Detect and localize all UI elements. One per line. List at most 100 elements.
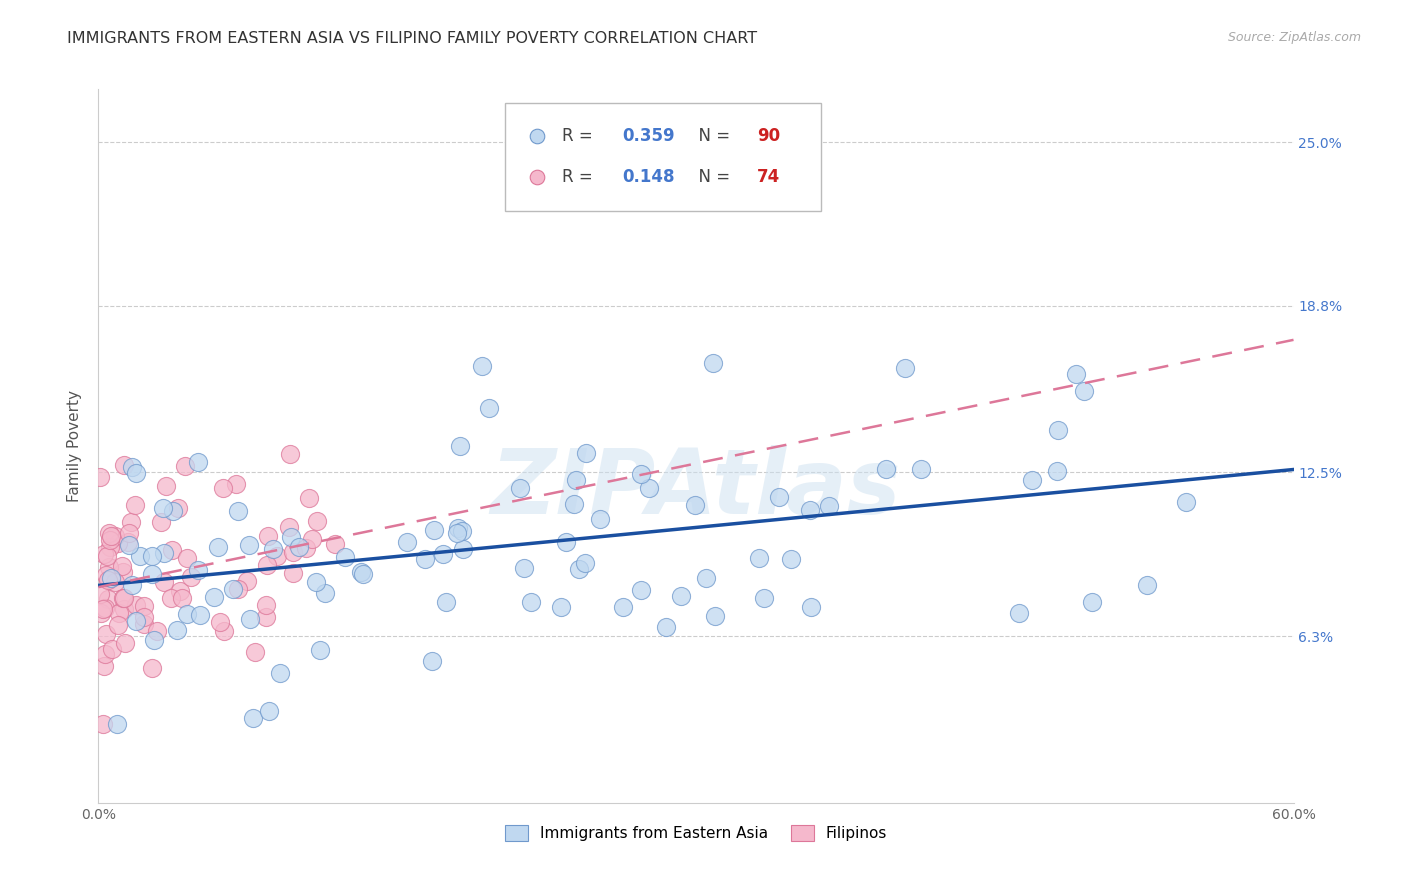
Immigrants from Eastern Asia xyxy=(695,572,717,586)
Immigrants from Eastern Asia xyxy=(704,608,727,623)
Immigrants from Eastern Asia xyxy=(141,566,163,581)
Immigrants from Eastern Asia xyxy=(166,624,188,638)
Y-axis label: Family Poverty: Family Poverty xyxy=(67,390,83,502)
Immigrants from Eastern Asia xyxy=(434,595,457,609)
Filipinos xyxy=(96,627,118,641)
Immigrants from Eastern Asia xyxy=(420,654,443,668)
Immigrants from Eastern Asia xyxy=(269,665,291,680)
Text: 0.148: 0.148 xyxy=(621,168,675,186)
Immigrants from Eastern Asia xyxy=(630,467,652,482)
Immigrants from Eastern Asia xyxy=(565,473,588,487)
Filipinos xyxy=(89,587,111,601)
Immigrants from Eastern Asia xyxy=(894,360,917,375)
Legend: Immigrants from Eastern Asia, Filipinos: Immigrants from Eastern Asia, Filipinos xyxy=(496,817,896,848)
Filipinos xyxy=(98,533,121,547)
Immigrants from Eastern Asia xyxy=(105,716,128,731)
Immigrants from Eastern Asia xyxy=(187,563,209,577)
Filipinos xyxy=(112,565,135,579)
Filipinos xyxy=(211,481,233,495)
Filipinos xyxy=(112,458,135,472)
Filipinos xyxy=(212,624,235,639)
Filipinos xyxy=(266,549,288,564)
Filipinos xyxy=(91,716,114,731)
Text: 74: 74 xyxy=(756,168,780,186)
Filipinos xyxy=(120,516,142,530)
Filipinos xyxy=(153,575,176,590)
Filipinos xyxy=(298,491,321,505)
Immigrants from Eastern Asia xyxy=(478,401,501,415)
Immigrants from Eastern Asia xyxy=(238,539,260,553)
Immigrants from Eastern Asia xyxy=(432,547,454,561)
Text: N =: N = xyxy=(688,168,735,186)
Text: Source: ZipAtlas.com: Source: ZipAtlas.com xyxy=(1227,31,1361,45)
Immigrants from Eastern Asia xyxy=(589,512,612,526)
Immigrants from Eastern Asia xyxy=(222,582,245,596)
Immigrants from Eastern Asia xyxy=(395,535,418,549)
Filipinos xyxy=(170,591,193,605)
Immigrants from Eastern Asia xyxy=(509,482,531,496)
Immigrants from Eastern Asia xyxy=(239,612,262,626)
Immigrants from Eastern Asia xyxy=(187,455,209,469)
Filipinos xyxy=(101,641,124,656)
Filipinos xyxy=(104,528,127,542)
Immigrants from Eastern Asia xyxy=(1046,424,1069,438)
Immigrants from Eastern Asia xyxy=(1073,384,1095,399)
Filipinos xyxy=(114,591,136,606)
Filipinos xyxy=(176,551,198,566)
Filipinos xyxy=(112,591,135,605)
Immigrants from Eastern Asia xyxy=(447,521,470,535)
Filipinos xyxy=(155,479,177,493)
Filipinos xyxy=(93,659,115,673)
Filipinos xyxy=(132,609,155,624)
Filipinos xyxy=(125,598,148,612)
Text: 0.359: 0.359 xyxy=(621,127,675,145)
Filipinos xyxy=(166,501,188,516)
Immigrants from Eastern Asia xyxy=(152,500,174,515)
Immigrants from Eastern Asia xyxy=(242,711,264,725)
Filipinos xyxy=(323,536,346,550)
Text: R =: R = xyxy=(562,127,598,145)
Filipinos xyxy=(228,582,250,597)
Filipinos xyxy=(256,529,278,543)
Filipinos xyxy=(94,601,117,615)
Immigrants from Eastern Asia xyxy=(125,614,148,628)
Filipinos xyxy=(281,544,304,558)
Immigrants from Eastern Asia xyxy=(568,562,591,576)
Filipinos xyxy=(96,573,118,587)
Filipinos xyxy=(141,661,163,675)
Immigrants from Eastern Asia xyxy=(142,633,165,648)
Immigrants from Eastern Asia xyxy=(118,538,141,552)
Filipinos xyxy=(111,559,134,574)
Filipinos xyxy=(169,584,191,599)
Immigrants from Eastern Asia xyxy=(654,620,676,634)
Immigrants from Eastern Asia xyxy=(612,600,634,615)
Immigrants from Eastern Asia xyxy=(799,503,821,517)
Text: R =: R = xyxy=(562,168,598,186)
Filipinos xyxy=(236,574,259,589)
Filipinos xyxy=(98,526,121,541)
Filipinos xyxy=(160,591,183,605)
Immigrants from Eastern Asia xyxy=(754,591,776,606)
Immigrants from Eastern Asia xyxy=(453,542,475,557)
Immigrants from Eastern Asia xyxy=(129,549,152,563)
Filipinos xyxy=(256,558,278,573)
Immigrants from Eastern Asia xyxy=(309,643,332,657)
Filipinos xyxy=(94,647,117,661)
Immigrants from Eastern Asia xyxy=(1175,494,1198,508)
Text: ZIPAtlas: ZIPAtlas xyxy=(491,445,901,533)
Filipinos xyxy=(114,636,136,650)
Filipinos xyxy=(278,520,301,534)
Filipinos xyxy=(89,470,111,484)
Immigrants from Eastern Asia xyxy=(288,540,311,554)
Filipinos xyxy=(124,498,146,512)
Immigrants from Eastern Asia xyxy=(550,600,572,615)
Filipinos xyxy=(112,602,135,616)
Immigrants from Eastern Asia xyxy=(554,534,576,549)
Immigrants from Eastern Asia xyxy=(121,578,143,592)
Filipinos xyxy=(98,559,121,574)
Immigrants from Eastern Asia xyxy=(1046,465,1069,479)
Immigrants from Eastern Asia xyxy=(574,556,596,570)
Immigrants from Eastern Asia xyxy=(304,574,326,589)
Text: N =: N = xyxy=(688,127,735,145)
Immigrants from Eastern Asia xyxy=(207,541,229,555)
